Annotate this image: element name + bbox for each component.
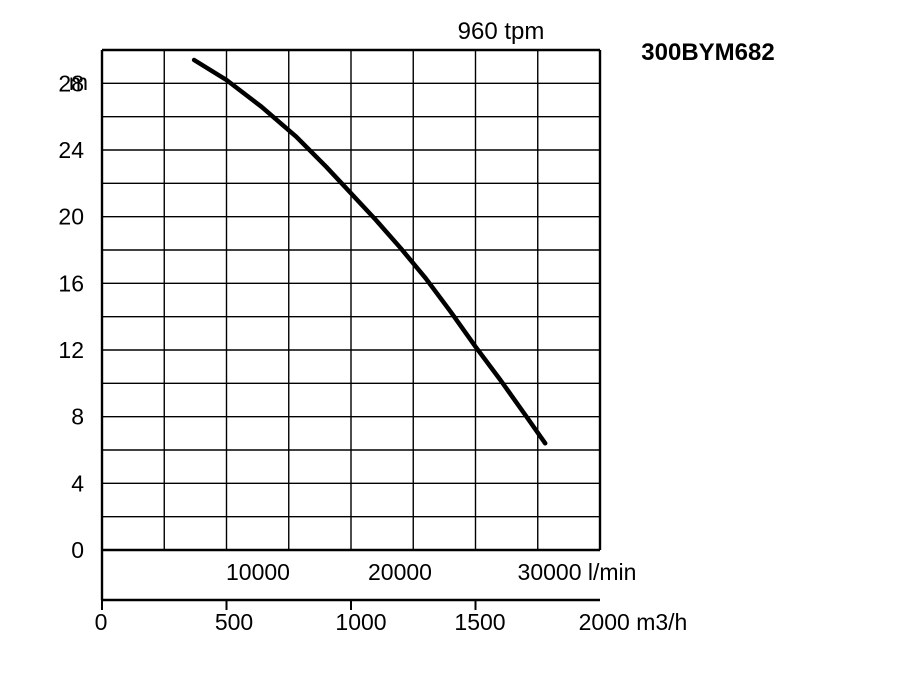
x-m3h-tick-label: 0 [95, 609, 108, 635]
y-tick-label: 16 [58, 270, 84, 296]
y-tick-label: 12 [58, 337, 84, 363]
y-axis-label: m [69, 69, 88, 95]
chart-title: 300BYM682 [641, 39, 774, 66]
x-m3h-tick-label: 1500 [454, 609, 505, 635]
y-tick-label: 24 [58, 137, 84, 163]
x-flow-tick-label: 30000 l/min [518, 559, 637, 585]
chart-subtitle: 960 tpm [458, 18, 545, 45]
series [191, 57, 548, 446]
y-tick-label: 20 [58, 204, 84, 230]
y-tick-label: 4 [71, 470, 84, 496]
x-flow-tick-label: 20000 [368, 559, 432, 585]
x-flow-tick-label: 10000 [226, 559, 290, 585]
head-curve [191, 57, 548, 446]
y-tick-label: 28 [58, 70, 84, 96]
x-m3h-tick-label: 1000 [335, 609, 386, 635]
y-tick-label: 8 [71, 404, 84, 430]
axes [100, 48, 602, 610]
labels: 0 4 8 12 16 20 24 28m 10000 20000 30000 l/min 0 500 1… [58, 18, 774, 635]
grid [101, 49, 601, 551]
x-m3h-tick-label: 500 [215, 609, 253, 635]
x-m3h-tick-label: 2000 m3/h [579, 609, 688, 635]
y-tick-label: 0 [71, 537, 84, 563]
